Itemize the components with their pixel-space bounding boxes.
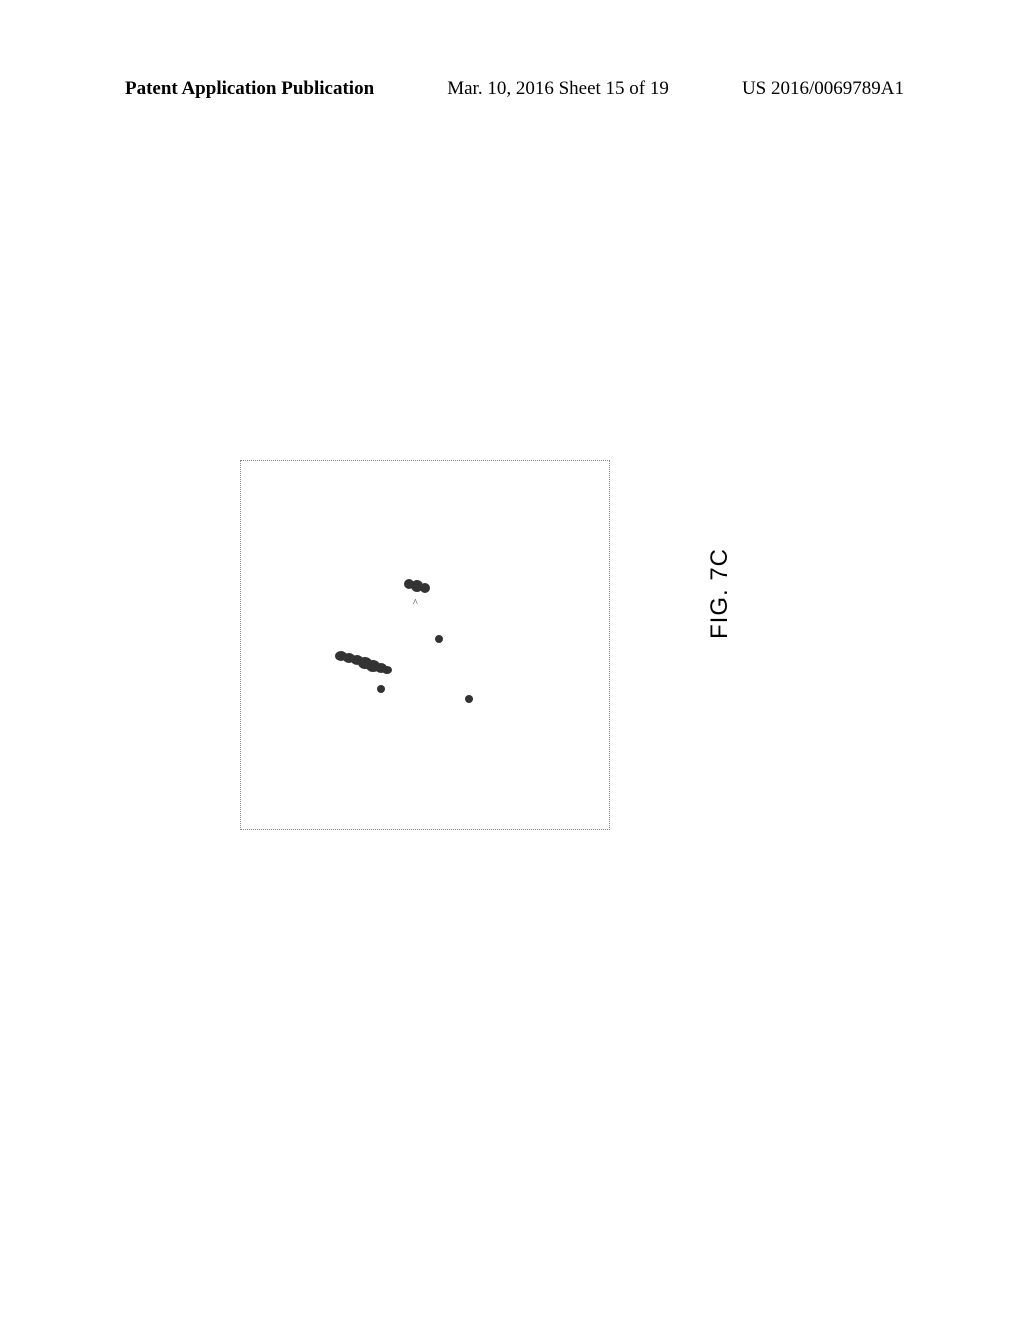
scatter-point-3	[465, 695, 473, 703]
secondary-cluster	[404, 579, 430, 593]
scatter-point-2	[435, 635, 443, 643]
figure-plot-area: ^	[240, 460, 610, 830]
scatter-point-1	[377, 685, 385, 693]
publication-number: US 2016/0069789A1	[742, 78, 904, 100]
main-cluster	[335, 651, 392, 674]
publication-type: Patent Application Publication	[125, 78, 374, 100]
date-sheet-info: Mar. 10, 2016 Sheet 15 of 19	[447, 78, 669, 100]
page-header: Patent Application Publication Mar. 10, …	[0, 78, 1024, 100]
figure-label: FIG. 7C	[706, 548, 734, 639]
scatter-plot: ^	[241, 461, 611, 831]
caret-mark: ^	[413, 598, 418, 609]
